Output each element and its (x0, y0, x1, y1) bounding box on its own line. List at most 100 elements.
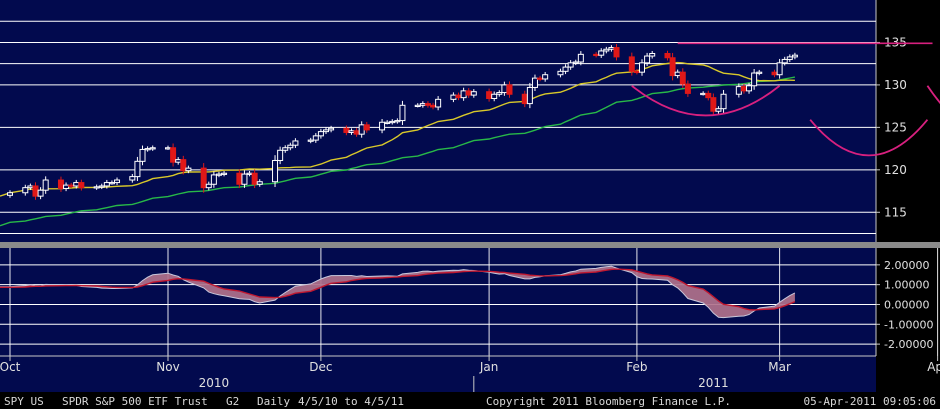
candle-body (613, 47, 620, 58)
candle-body (674, 71, 681, 77)
month-label: Jan (479, 360, 499, 374)
candle-body (185, 167, 192, 172)
candle-body (108, 182, 115, 185)
candle-body (720, 93, 727, 110)
candle-body (537, 77, 544, 80)
candle-body (287, 144, 294, 149)
status-template: G2 (226, 395, 239, 408)
oscillator-plot-area[interactable] (0, 248, 876, 356)
price-grid (0, 20, 876, 235)
candle-body (348, 130, 355, 133)
candle-body (307, 139, 314, 142)
candle-body (424, 103, 431, 106)
candle-body (542, 74, 549, 80)
candle-body (496, 92, 503, 95)
oscillator-line (0, 265, 796, 319)
status-timestamp: 05-Apr-2011 09:05:06 (804, 395, 936, 408)
candle-body (771, 71, 778, 76)
candle-body (633, 70, 640, 74)
signal-line (0, 268, 796, 311)
candle-body (639, 62, 645, 73)
candle-body (73, 182, 80, 187)
candle-body (292, 140, 299, 146)
candle-body (756, 71, 763, 74)
candle-body (557, 70, 564, 76)
candle-body (78, 182, 85, 189)
status-security: SPDR S&P 500 ETF Trust (62, 395, 208, 408)
month-label: Apr (927, 360, 940, 374)
candle-body (175, 159, 182, 163)
candle-body (399, 104, 406, 122)
year-label: 2010 (199, 376, 230, 390)
month-label: Oct (0, 360, 21, 374)
candle-body (221, 172, 228, 175)
price-tick-label: 125 (884, 120, 907, 134)
candle-body (746, 85, 753, 92)
candle-body (256, 181, 263, 185)
candle-body (98, 185, 105, 188)
candle-body (63, 184, 70, 190)
price-tick-label: 115 (884, 205, 907, 219)
candle-body (343, 127, 350, 133)
candle-body (486, 91, 493, 99)
candle-body (317, 131, 324, 137)
panel-separator[interactable] (0, 242, 940, 248)
candle-body (328, 127, 335, 131)
status-range: 4/5/10 to 4/5/11 (298, 395, 404, 408)
candle-body (684, 83, 691, 94)
candle-body (506, 84, 513, 95)
oscillator-axis: 2.00000 1.00000 0.00000 -1.00000 -2.00000 (876, 259, 933, 351)
candle-body (562, 66, 569, 72)
moving-average-long-line (0, 76, 796, 227)
candle-body (526, 86, 533, 105)
oscillator-tick-label: 0.00000 (884, 298, 930, 311)
candle-body (470, 91, 477, 96)
candle-body (669, 57, 676, 77)
candle-body (572, 61, 579, 64)
candle-body (384, 121, 391, 124)
candle-body (32, 185, 39, 197)
candle-body (57, 179, 64, 190)
price-tick-label: 135 (884, 35, 907, 49)
candle-body (491, 93, 498, 99)
candle-body (389, 120, 396, 124)
candle-body (531, 77, 538, 88)
candle-body (598, 50, 605, 56)
candle-body (455, 94, 462, 99)
candle-body (521, 93, 528, 105)
candle-body (210, 174, 217, 185)
price-axis: 115 120 125 130 135 (876, 35, 907, 219)
pattern-annotations (631, 42, 940, 157)
candle-body (241, 173, 248, 185)
oscillator-tick-label: 1.00000 (884, 279, 930, 292)
candle-body (353, 130, 360, 135)
oscillator-tick-label: -1.00000 (884, 318, 933, 331)
candle-body (735, 86, 742, 95)
status-period: Daily (257, 395, 290, 408)
candle-body (215, 173, 222, 176)
price-tick-label: 120 (884, 163, 907, 177)
candle-body (180, 159, 187, 172)
status-bar (0, 392, 940, 409)
candle-body (593, 53, 600, 57)
candle-body (144, 148, 151, 151)
candle-body (465, 90, 472, 96)
pattern-arc (631, 85, 781, 117)
oscillator-tick-label: -2.00000 (884, 338, 933, 351)
candle-body (700, 92, 707, 96)
candle-body (37, 189, 44, 197)
candle-body (710, 97, 717, 112)
candle-body (22, 187, 29, 194)
candle-body (205, 183, 212, 189)
candle-body (114, 179, 121, 184)
candle-body (170, 147, 177, 163)
candle-body (42, 179, 49, 191)
candle-body (414, 104, 421, 107)
candle-body (435, 98, 442, 108)
candle-body (394, 120, 401, 123)
candle-body (751, 72, 758, 87)
pattern-arc (809, 119, 929, 157)
candle-body (430, 104, 437, 108)
candle-body (7, 192, 13, 196)
